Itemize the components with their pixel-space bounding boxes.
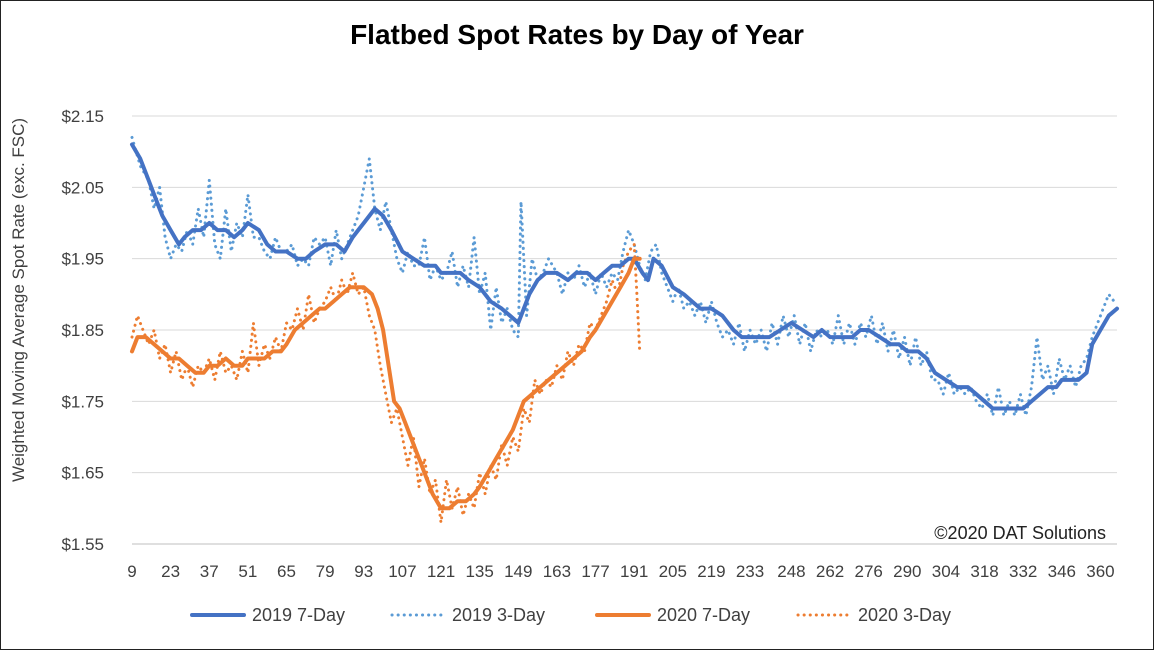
x-tick-label: 304	[932, 562, 960, 581]
x-tick-label: 219	[697, 562, 725, 581]
legend: 2019 7-Day 2019 3-Day 2020 7-Day 2020 3-Day	[190, 605, 951, 625]
x-tick-label: 346	[1048, 562, 1076, 581]
x-tick-label: 149	[504, 562, 532, 581]
x-tick-label: 276	[854, 562, 882, 581]
series-line-2020-7-day	[130, 256, 642, 511]
series-line-2020-3-day	[130, 242, 642, 525]
gridlines	[132, 115, 1117, 474]
legend-label: 2020 7-Day	[657, 605, 750, 625]
series-line-2019-3-day	[130, 135, 1116, 418]
x-tick-label: 163	[543, 562, 571, 581]
y-tick-label: $1.65	[61, 464, 104, 483]
x-tick-label: 332	[1009, 562, 1037, 581]
legend-label: 2019 7-Day	[252, 605, 345, 625]
series-group	[130, 135, 1119, 525]
x-tick-label: 191	[620, 562, 648, 581]
x-tick-label: 177	[581, 562, 609, 581]
x-tick-label: 65	[277, 562, 296, 581]
x-tick-label: 93	[354, 562, 373, 581]
y-tick-label: $2.05	[61, 178, 104, 197]
legend-label: 2020 3-Day	[858, 605, 951, 625]
y-tick-label: $2.15	[61, 107, 104, 126]
legend-label: 2019 3-Day	[452, 605, 545, 625]
y-tick-label: $1.75	[61, 392, 104, 411]
series-line-2019-7-day	[130, 142, 1119, 411]
x-tick-label: 290	[893, 562, 921, 581]
x-axis-ticks: 9 23 37 51 65 79 93 107 121 135 149 163 177 191 205 219…	[127, 562, 1114, 581]
x-tick-label: 23	[161, 562, 180, 581]
y-tick-label: $1.85	[61, 321, 104, 340]
chart-title: Flatbed Spot Rates by Day of Year	[350, 19, 804, 50]
x-tick-label: 135	[465, 562, 493, 581]
y-axis-label: Weighted Moving Average Spot Rate (exc. …	[9, 118, 28, 482]
x-tick-label: 360	[1086, 562, 1114, 581]
y-tick-label: $1.55	[61, 535, 104, 554]
copyright-annotation: ©2020 DAT Solutions	[934, 523, 1106, 543]
x-tick-label: 107	[388, 562, 416, 581]
x-tick-label: 233	[736, 562, 764, 581]
x-tick-label: 37	[200, 562, 219, 581]
x-tick-label: 79	[316, 562, 335, 581]
y-tick-label: $1.95	[61, 250, 104, 269]
x-tick-label: 9	[127, 562, 136, 581]
y-axis-ticks: $2.15 $2.05 $1.95 $1.85 $1.75 $1.65 $1.55	[61, 107, 104, 554]
x-tick-label: 248	[777, 562, 805, 581]
x-tick-label: 121	[427, 562, 455, 581]
x-tick-label: 318	[970, 562, 998, 581]
x-tick-label: 262	[816, 562, 844, 581]
x-tick-label: 205	[659, 562, 687, 581]
x-tick-label: 51	[238, 562, 257, 581]
